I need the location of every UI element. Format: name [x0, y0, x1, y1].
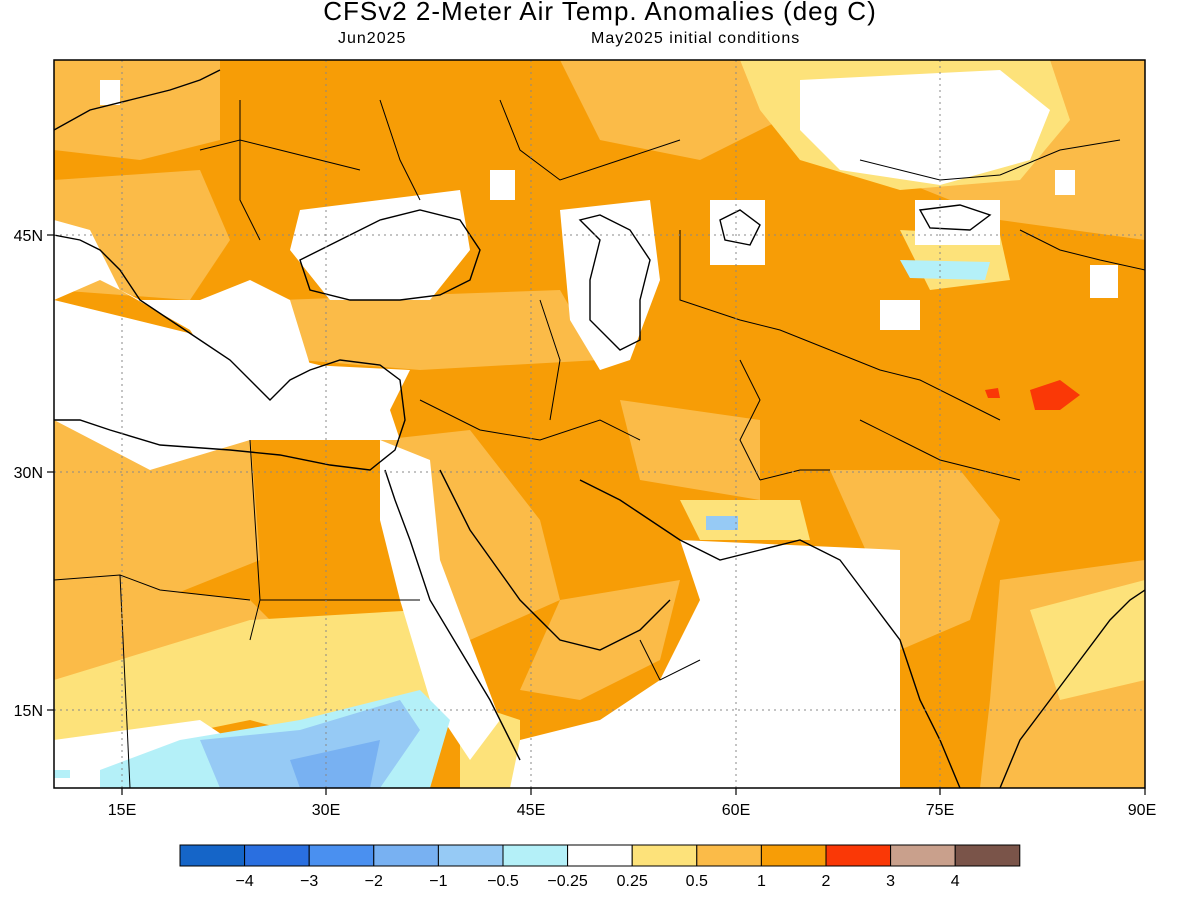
forecast-month: Jun2025: [338, 30, 407, 47]
colorbar-label: 0.25: [617, 873, 648, 890]
map-area: [54, 60, 1145, 788]
colorbar-swatch: [825, 844, 892, 867]
x-axis-labels: 15E 30E 45E 60E 75E 90E: [108, 802, 1156, 819]
colorbar-label: −0.25: [547, 873, 588, 890]
colorbar-label: −2: [365, 873, 383, 890]
colorbar-label: −0.5: [487, 873, 519, 890]
y-axis-labels: 45N 30N 15N: [14, 228, 43, 720]
colorbar-swatch: [502, 844, 569, 867]
coastlines: [54, 69, 1145, 788]
colorbar-swatch: [631, 844, 698, 867]
country-borders: [54, 99, 1145, 788]
colorbar-label: 2: [822, 873, 831, 890]
colorbar-label: −1: [429, 873, 447, 890]
x-tick-label: 45E: [517, 802, 545, 819]
colorbar-swatch: [437, 844, 504, 867]
colorbar-swatch: [760, 844, 827, 867]
initial-conditions: May2025 initial conditions: [591, 30, 801, 47]
anomaly-white: [54, 70, 1118, 788]
y-tick-label: 30N: [14, 465, 43, 482]
x-tick-label: 75E: [926, 802, 954, 819]
map-title: CFSv2 2-Meter Air Temp. Anomalies (deg C…: [323, 0, 877, 26]
colorbar-label: 0.5: [686, 873, 708, 890]
tick-marks: [47, 234, 1146, 795]
colorbar: [179, 844, 1021, 867]
colorbar-swatch: [890, 844, 956, 867]
colorbar-label: 3: [886, 873, 895, 890]
colorbar-labels: −4 −3 −2 −1 −0.5 −0.25 0.25 0.5 1 2 3 4: [235, 873, 959, 890]
x-tick-label: 30E: [312, 802, 340, 819]
colorbar-swatch: [954, 844, 1021, 867]
colorbar-swatch: [696, 844, 762, 867]
x-tick-label: 90E: [1128, 802, 1156, 819]
colorbar-swatch: [567, 844, 633, 867]
anomaly-blue: [54, 260, 990, 788]
colorbar-swatch: [308, 844, 375, 867]
colorbar-swatch: [244, 844, 310, 867]
x-tick-label: 15E: [108, 802, 136, 819]
anomaly-red: [1030, 380, 1080, 410]
colorbar-label: −4: [235, 873, 253, 890]
graticule: [54, 60, 1145, 788]
colorbar-label: 1: [757, 873, 766, 890]
colorbar-swatch: [373, 844, 439, 867]
y-tick-label: 15N: [14, 703, 43, 720]
anomaly-red-small: [985, 388, 1000, 398]
colorbar-label: −3: [300, 873, 318, 890]
map-frame: [53, 59, 1146, 789]
x-tick-label: 60E: [722, 802, 750, 819]
colorbar-swatch: [179, 844, 246, 867]
y-tick-label: 45N: [14, 228, 43, 245]
colorbar-label: 4: [951, 873, 960, 890]
